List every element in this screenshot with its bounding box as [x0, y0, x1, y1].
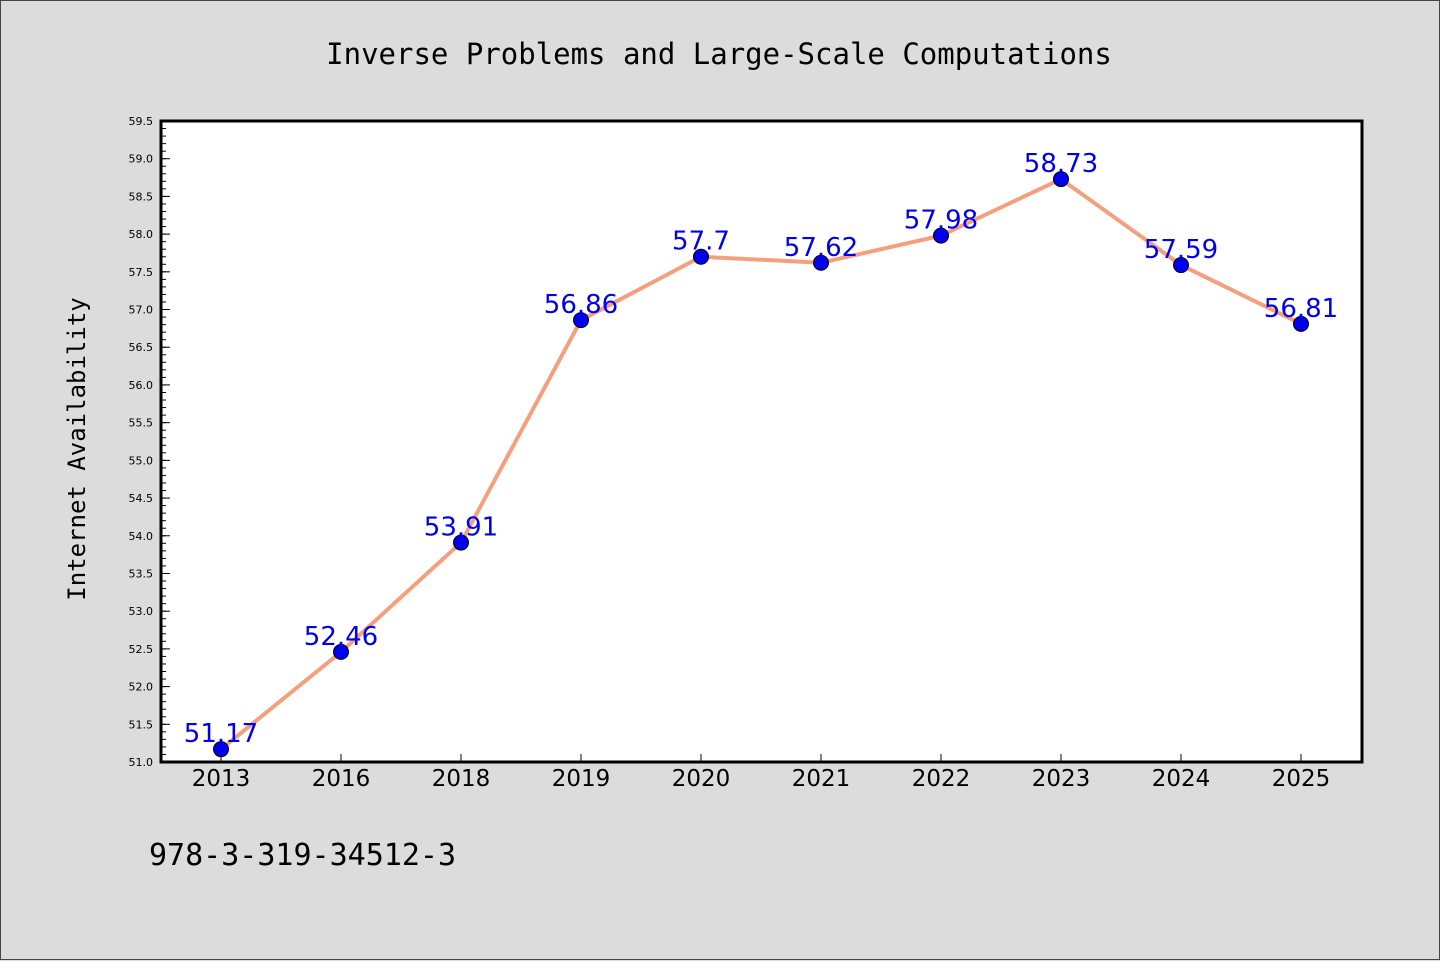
y-tick-label: 56.0: [129, 379, 154, 392]
data-label: 57.59: [1144, 235, 1218, 265]
data-point: [813, 254, 829, 271]
data-label: 53.91: [424, 513, 498, 543]
data-label: 57.62: [784, 233, 858, 263]
data-label: 56.86: [544, 290, 618, 320]
y-tick-label: 58.0: [129, 228, 154, 241]
data-point: [933, 227, 949, 244]
data-point: [693, 248, 709, 265]
plot-border: [159, 119, 1364, 764]
x-tick-label: 2020: [672, 766, 731, 792]
y-tick-label: 59.5: [129, 115, 154, 128]
data-label: 58.73: [1024, 149, 1098, 179]
axes: 51.0 51.5 52.0 52.5 53.0 53.5 54.0 54.5 55.0 55.5…: [129, 115, 1331, 792]
data-point: [453, 534, 469, 551]
x-tick-label: 2018: [432, 766, 491, 792]
plot-area: [161, 121, 1362, 762]
data-label: 52.46: [304, 622, 378, 652]
data-point: [573, 312, 589, 329]
data-label: 56.81: [1264, 294, 1338, 324]
x-tick-label: 2025: [1272, 766, 1331, 792]
x-tick-label: 2024: [1152, 766, 1211, 792]
chart-title: Inverse Problems and Large-Scale Computa…: [326, 37, 1112, 71]
data-label: 57.7: [672, 227, 730, 257]
series: 51.17 52.46 53.91 56.86 57.7 57.62 57.98 58.73 5…: [184, 149, 1338, 758]
data-point: [333, 643, 349, 660]
y-tick-label: 55.5: [129, 417, 154, 430]
data-point: [1053, 171, 1069, 188]
y-axis-label: Internet Availability: [63, 297, 91, 600]
y-tick-label: 54.5: [129, 492, 154, 505]
y-tick-label: 59.0: [129, 153, 154, 166]
y-tick-label: 53.5: [129, 567, 154, 580]
y-tick-label: 54.0: [129, 530, 154, 543]
y-tick-label: 57.5: [129, 266, 154, 279]
series-line: [219, 177, 1302, 751]
x-tick-label: 2021: [792, 766, 851, 792]
y-tick-label: 51.5: [129, 718, 154, 731]
x-tick-label: 2022: [912, 766, 971, 792]
data-point: [213, 741, 229, 758]
x-tick-label: 2016: [312, 766, 371, 792]
y-tick-label: 53.0: [129, 605, 154, 618]
y-tick-label: 51.0: [129, 756, 154, 769]
data-point: [1173, 257, 1189, 274]
x-tick-label: 2019: [552, 766, 611, 792]
data-point: [1293, 315, 1309, 332]
x-tick-label: 2023: [1032, 766, 1091, 792]
y-tick-label: 52.5: [129, 643, 154, 656]
data-label: 51.17: [184, 719, 258, 749]
y-tick-label: 57.0: [129, 304, 154, 317]
y-tick-label: 56.5: [129, 341, 154, 354]
y-tick-label: 52.0: [129, 681, 154, 694]
y-tick-label: 55.0: [129, 454, 154, 467]
data-label: 57.98: [904, 206, 978, 236]
x-tick-label: 2013: [192, 766, 251, 792]
isbn-text: 978-3-319-34512-3: [149, 838, 456, 873]
y-tick-label: 58.5: [129, 190, 154, 203]
